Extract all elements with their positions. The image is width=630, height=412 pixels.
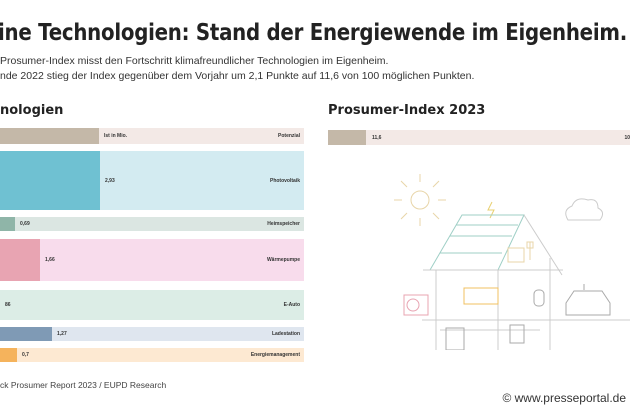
armchair-icon bbox=[507, 241, 534, 263]
lightning-icon bbox=[487, 201, 495, 219]
wallbox-icon bbox=[533, 289, 545, 307]
heater-icon bbox=[463, 287, 499, 305]
bar-category-label: Energiemanagement bbox=[250, 352, 300, 358]
technologies-heading: nologien bbox=[0, 103, 64, 118]
header-row: Ist in Mio. Potenzial bbox=[0, 128, 304, 144]
bar-row-5: 0,7 Energiemanagement bbox=[0, 348, 304, 362]
subtitle-line-2: nde 2022 stieg der Index gegenüber dem V… bbox=[0, 70, 475, 82]
page-title: ine Technologien: Stand der Energiewende… bbox=[0, 20, 627, 46]
bar-row-0: 2,93 Photovoltaik bbox=[0, 151, 304, 210]
index-bar-fill bbox=[328, 130, 366, 145]
bar-row-2: 1,66 Wärmepumpe bbox=[0, 239, 304, 281]
heat-pump-icon bbox=[403, 294, 429, 316]
index-max-label: 10 bbox=[624, 134, 630, 141]
bar-fill bbox=[0, 217, 15, 231]
index-value-label: 11,6 bbox=[372, 134, 382, 141]
house-illustration bbox=[394, 174, 630, 350]
bar-row-3: 86 E-Auto bbox=[0, 290, 304, 320]
index-bar-track: 11,6 10 bbox=[328, 130, 630, 145]
bar-value-label: 0,7 bbox=[22, 352, 29, 358]
source-footer: ck Prosumer Report 2023 / EUPD Research bbox=[0, 380, 167, 390]
header-fill bbox=[0, 128, 99, 144]
cloud-icon bbox=[565, 198, 604, 221]
bar-value-label: 1,27 bbox=[57, 331, 67, 337]
bar-value-label: 1,66 bbox=[45, 257, 55, 263]
header-category-label: Potenzial bbox=[278, 133, 300, 139]
index-heading: Prosumer-Index 2023 bbox=[328, 103, 486, 118]
sun-icon bbox=[394, 174, 446, 226]
bar-category-label: Wärmepumpe bbox=[266, 257, 300, 263]
bar-category-label: Ladestation bbox=[271, 331, 300, 337]
bar-category-label: Heimspeicher bbox=[267, 221, 300, 227]
bar-category-label: Photovoltaik bbox=[269, 177, 300, 184]
bar-fill bbox=[0, 239, 40, 281]
watermark: © www.presseportal.de bbox=[502, 391, 626, 405]
house-outline bbox=[422, 214, 630, 350]
bar-category-label: E-Auto bbox=[283, 302, 300, 308]
bar-value-label: 2,93 bbox=[105, 177, 115, 184]
bar-row-4: 1,27 Ladestation bbox=[0, 327, 304, 341]
bar-value-label: 86 bbox=[5, 302, 11, 308]
bar-row-1: 0,69 Heimspeicher bbox=[0, 217, 304, 231]
bar-fill bbox=[0, 151, 100, 210]
subtitle-line-1: Prosumer-Index misst den Fortschritt kli… bbox=[0, 55, 389, 67]
battery-icon bbox=[445, 324, 525, 350]
bar-fill bbox=[0, 327, 52, 341]
car-icon bbox=[565, 284, 611, 316]
bar-value-label: 0,69 bbox=[20, 221, 30, 227]
header-value-label: Ist in Mio. bbox=[104, 133, 128, 139]
bar-fill bbox=[0, 348, 17, 362]
